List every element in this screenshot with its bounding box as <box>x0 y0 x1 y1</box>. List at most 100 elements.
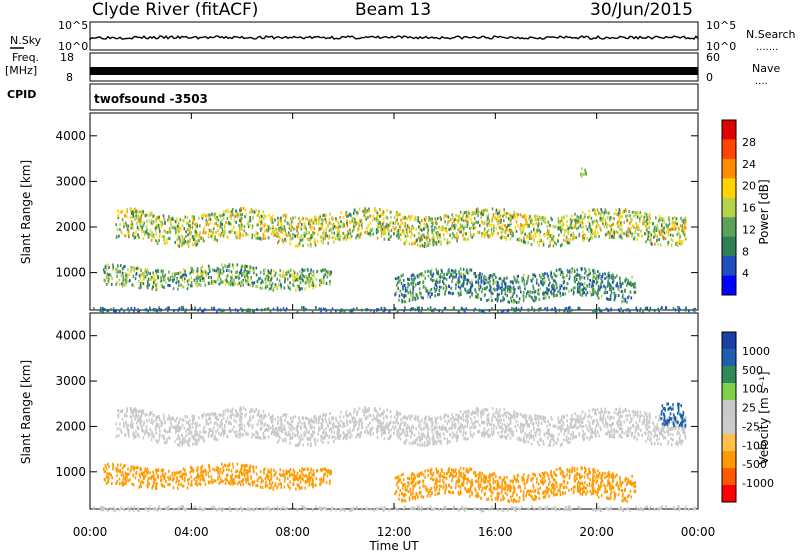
echo-cell <box>412 273 414 277</box>
echo-cell <box>312 221 315 225</box>
echo-cell <box>668 421 671 425</box>
echo-cell <box>430 424 433 428</box>
echo-cell <box>547 429 549 432</box>
echo-cell <box>500 292 503 295</box>
echo-cell <box>451 236 454 240</box>
echo-cell <box>321 218 323 222</box>
echo-cell <box>210 433 212 437</box>
echo-cell <box>622 300 624 304</box>
echo-cell <box>475 290 477 294</box>
echo-cell <box>233 231 236 235</box>
echo-cell <box>222 266 224 270</box>
echo-cell <box>408 426 411 429</box>
echo-cell <box>451 435 454 439</box>
beam-title: Beam 13 <box>355 0 432 20</box>
echo-cell <box>457 221 460 225</box>
echo-cell <box>232 266 235 270</box>
echo-cell <box>386 209 388 212</box>
echo-cell <box>467 279 470 283</box>
echo-cell <box>513 288 515 292</box>
echo-cell <box>139 210 141 214</box>
echo-cell <box>417 225 420 229</box>
echo-cell <box>505 215 507 219</box>
echo-cell <box>355 224 357 227</box>
echo-cell <box>667 423 670 427</box>
echo-cell <box>571 417 573 421</box>
echo-cell <box>493 229 495 233</box>
echo-cell <box>399 233 402 237</box>
echo-cell <box>514 279 517 283</box>
echo-cell <box>465 210 467 214</box>
freq-band <box>90 67 698 75</box>
echo-cell <box>311 220 314 224</box>
echo-cell <box>193 278 196 282</box>
echo-cell <box>153 281 155 284</box>
echo-cell <box>602 221 604 225</box>
echo-cell <box>364 207 366 211</box>
echo-cell <box>205 274 207 277</box>
echo-cell <box>247 432 249 436</box>
echo-cell <box>165 430 167 434</box>
echo-cell <box>476 293 479 297</box>
echo-cell <box>429 242 431 246</box>
echo-cell <box>629 221 631 225</box>
echo-cell <box>619 223 621 227</box>
echo-cell <box>505 282 507 286</box>
echo-cell <box>270 276 273 280</box>
echo-cell <box>594 308 596 312</box>
echo-cell <box>667 224 670 228</box>
echo-cell <box>258 237 260 240</box>
echo-cell <box>232 279 234 283</box>
echo-cell <box>339 234 342 238</box>
echo-cell <box>397 231 400 235</box>
echo-cell <box>382 217 385 221</box>
echo-cell <box>632 224 634 228</box>
echo-cell <box>224 231 226 235</box>
echo-cell <box>272 227 274 231</box>
echo-cell <box>267 269 270 273</box>
echo-cell <box>227 265 229 269</box>
echo-cell <box>228 429 230 433</box>
echo-cell <box>155 272 158 275</box>
echo-cell <box>165 238 168 242</box>
echo-cell <box>598 411 600 415</box>
echo-cell <box>226 208 229 212</box>
echo-cell <box>557 217 560 220</box>
echo-cell <box>543 276 546 280</box>
echo-cell <box>216 216 218 219</box>
echo-cell <box>454 234 456 238</box>
echo-cell <box>634 430 636 434</box>
echo-cell <box>205 214 207 218</box>
echo-cell <box>177 271 180 275</box>
echo-cell <box>463 237 465 241</box>
echo-cell <box>155 283 157 287</box>
echo-cell <box>223 224 226 228</box>
echo-cell <box>463 275 465 279</box>
echo-cell <box>649 306 652 310</box>
echo-cell <box>262 234 265 237</box>
echo-cell <box>432 221 434 225</box>
echo-cell <box>247 283 250 286</box>
echo-cell <box>278 279 281 283</box>
echo-cell <box>269 309 272 313</box>
echo-cell <box>527 275 530 278</box>
echo-cell <box>276 306 279 310</box>
echo-cell <box>470 285 473 289</box>
echo-cell <box>168 416 171 420</box>
echo-cell <box>570 222 572 226</box>
echo-cell <box>626 418 629 422</box>
echo-cell <box>350 234 353 238</box>
echo-cell <box>671 227 673 231</box>
noise-panel-frame <box>89 21 699 51</box>
echo-cell <box>287 430 290 434</box>
echo-cell <box>376 219 379 223</box>
echo-cell <box>321 236 323 240</box>
echo-cell <box>242 406 245 410</box>
echo-cell <box>185 274 188 278</box>
echo-cell <box>637 232 639 236</box>
echo-cell <box>621 281 624 285</box>
echo-cell <box>280 230 282 233</box>
echo-cell <box>156 308 158 312</box>
echo-cell <box>302 244 304 248</box>
echo-cell <box>629 280 632 284</box>
